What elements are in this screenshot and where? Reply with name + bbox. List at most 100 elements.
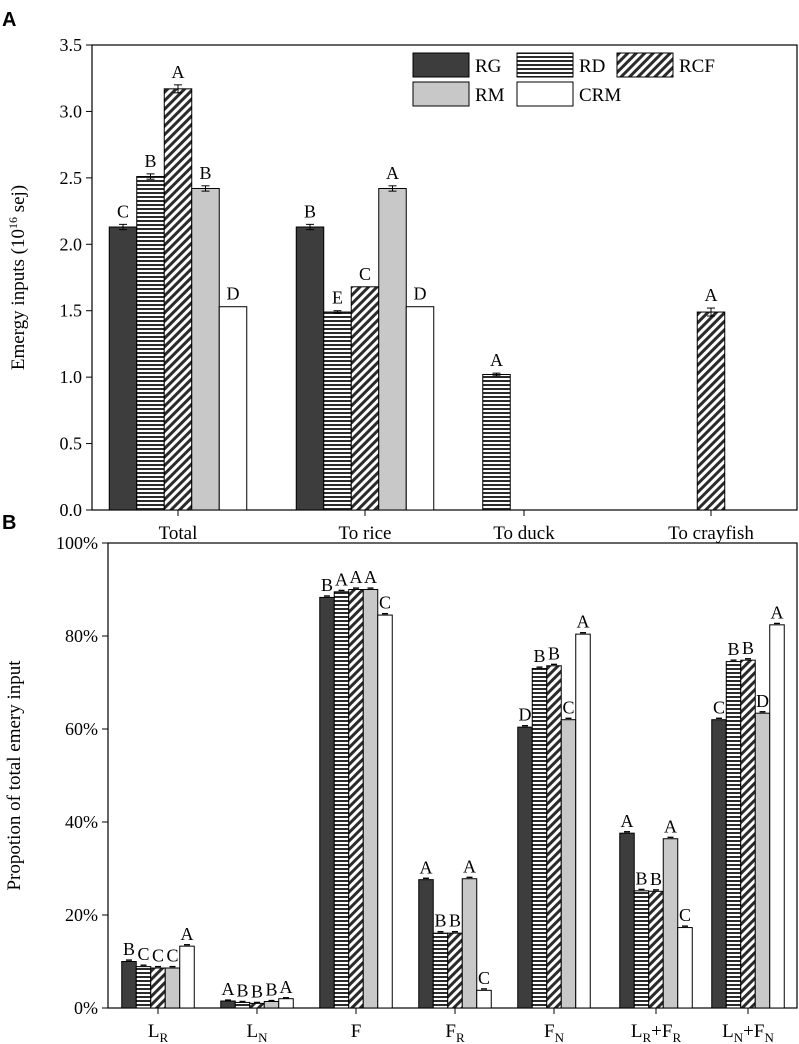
y-tick-label: 40% xyxy=(65,812,98,832)
bar-crm xyxy=(405,306,435,511)
x-label-subscript: N xyxy=(258,1030,268,1044)
significance-letter: B xyxy=(123,939,135,959)
x-category-label: FN xyxy=(544,1021,565,1044)
y-tick-label: 20% xyxy=(65,905,98,925)
significance-letter: C xyxy=(679,905,691,925)
y-tick-label: 0% xyxy=(74,998,98,1018)
significance-letter: A xyxy=(364,567,377,587)
panel-a-chart: 0.0 0.5 1.0 1.5 2.0 2.5 3.0 3.5 Emergy inputs (1… xyxy=(6,35,798,544)
significance-letter: B xyxy=(236,980,248,1000)
bar-rd xyxy=(333,591,350,1009)
bar-rg xyxy=(619,832,635,1009)
significance-letter: B xyxy=(199,163,211,183)
bar-rg xyxy=(517,726,533,1009)
bar-rcf xyxy=(447,932,463,1009)
bar-rm xyxy=(461,878,478,1009)
legend-label-rd: RD xyxy=(579,56,605,77)
bar-rg xyxy=(711,719,727,1009)
x-label-main: +F xyxy=(651,1021,672,1042)
significance-letter: B xyxy=(533,646,545,666)
significance-letter: C xyxy=(713,697,725,717)
legend-swatch-rcf xyxy=(616,52,674,78)
bar-crm xyxy=(377,614,393,1009)
significance-letter: A xyxy=(771,602,784,622)
significance-letter: B xyxy=(635,868,647,888)
bar-rcf xyxy=(648,890,664,1009)
y-tick-label: 0.0 xyxy=(60,500,83,520)
significance-letter: A xyxy=(577,612,590,632)
legend-label-crm: CRM xyxy=(579,85,621,106)
significance-letter: B xyxy=(321,575,333,595)
significance-letter: B xyxy=(251,981,263,1001)
significance-letter: A xyxy=(463,856,476,876)
bar-rm xyxy=(560,719,577,1009)
y-tick-label: 3.0 xyxy=(60,101,83,121)
significance-letter: D xyxy=(756,691,769,711)
y-label-part: Emergy inputs (10 xyxy=(8,229,29,370)
bar-crm xyxy=(278,998,294,1009)
bar-rm xyxy=(263,1000,280,1009)
bar-rg xyxy=(418,879,434,1009)
x-label-subscript: N xyxy=(555,1030,565,1044)
significance-letter: B xyxy=(144,151,156,171)
panel-label-b: B xyxy=(2,512,16,534)
bar-crm xyxy=(769,624,785,1009)
legend-swatch-crm xyxy=(516,81,574,107)
significance-letter: C xyxy=(152,946,164,966)
significance-letter: A xyxy=(664,816,677,836)
x-category-label: FR xyxy=(445,1021,465,1044)
y-tick-label: 0.5 xyxy=(60,434,83,454)
significance-letter: A xyxy=(222,979,235,999)
y-tick-label: 80% xyxy=(65,626,98,646)
bar-rcf xyxy=(163,88,193,511)
bar-rm xyxy=(164,967,181,1009)
significance-letter: D xyxy=(227,284,240,304)
significance-letter: B xyxy=(265,980,277,1000)
significance-letter: E xyxy=(332,288,343,308)
y-label-exponent: 16 xyxy=(6,217,20,229)
significance-letter: A xyxy=(705,285,718,305)
x-category-label: LN+FN xyxy=(722,1021,774,1044)
significance-letter: A xyxy=(490,350,503,370)
bar-rg xyxy=(295,226,325,511)
bar-rd xyxy=(725,661,742,1009)
bar-crm xyxy=(677,927,693,1009)
x-label-main: L xyxy=(722,1021,734,1042)
bar-crm xyxy=(179,945,195,1009)
bar-rcf xyxy=(350,286,380,511)
bar-crm xyxy=(218,306,248,511)
significance-letter: B xyxy=(650,869,662,889)
significance-letter: A xyxy=(621,811,634,831)
legend-swatch-rg xyxy=(412,52,470,78)
bar-rcf xyxy=(348,589,364,1009)
significance-letter: A xyxy=(335,569,348,589)
bar-rm xyxy=(754,712,771,1009)
y-tick-label: 2.0 xyxy=(60,234,83,254)
x-label-main: F xyxy=(351,1021,362,1042)
bar-rd xyxy=(633,890,650,1009)
x-category-label: LN xyxy=(247,1021,269,1044)
x-category-label: F xyxy=(351,1021,362,1042)
x-label-subscript: R xyxy=(456,1030,465,1044)
y-tick-label: 100% xyxy=(56,533,98,553)
y-tick-label: 2.5 xyxy=(60,168,83,188)
bar-rm xyxy=(191,187,220,511)
y-tick-label: 1.0 xyxy=(60,367,83,387)
significance-letter: A xyxy=(386,163,399,183)
x-label-subscript: R xyxy=(672,1030,681,1044)
legend-label-rcf: RCF xyxy=(679,56,715,77)
significance-letter: C xyxy=(117,201,129,221)
x-category-label: To rice xyxy=(338,523,391,544)
significance-letter: B xyxy=(434,911,446,931)
bar-rm xyxy=(378,187,407,511)
x-label-main: +F xyxy=(743,1021,764,1042)
significance-letter: C xyxy=(137,944,149,964)
panel-b-chart: 0% 20% 40% 60% 80% 100% Propotion of total eme… xyxy=(4,533,798,1044)
bar-rd xyxy=(234,1001,251,1009)
bar-rcf xyxy=(740,659,756,1009)
bar-rcf xyxy=(150,967,166,1009)
significance-letter: B xyxy=(304,201,316,221)
y-axis-label: Propotion of total emery input xyxy=(4,660,25,891)
x-label-subscript: R xyxy=(159,1030,168,1044)
bar-rm xyxy=(362,589,379,1009)
